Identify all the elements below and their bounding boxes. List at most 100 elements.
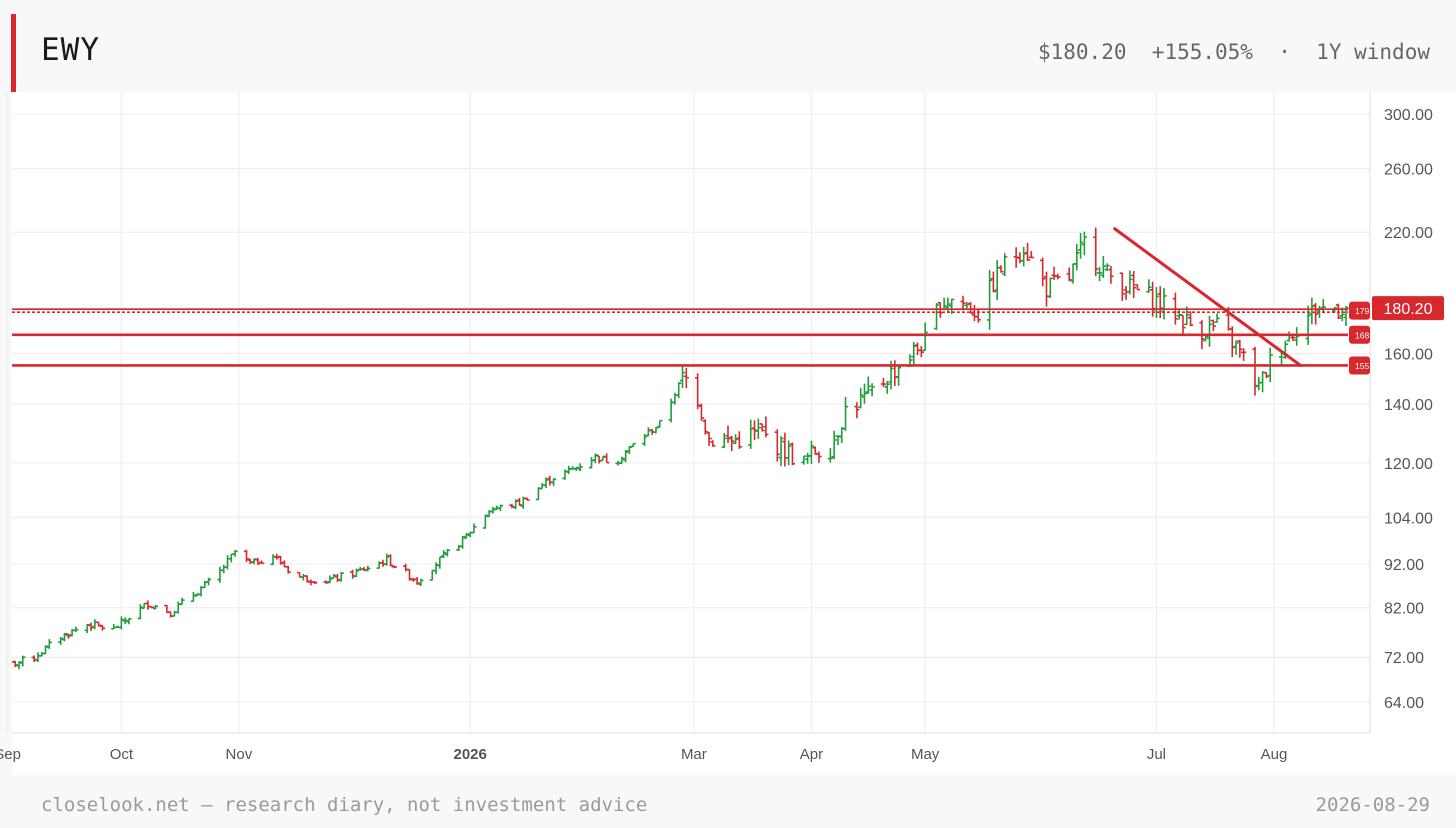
time-axis-area[interactable] — [12, 733, 1456, 775]
ohlc-bar — [748, 419, 754, 449]
ohlc-bar — [896, 365, 902, 386]
header-accent-bar — [11, 14, 16, 92]
ohlc-bar — [1210, 319, 1216, 332]
ohlc-bar — [994, 260, 1000, 300]
last-price: $180.20 — [1037, 40, 1127, 64]
level-badge-label: 168 — [1355, 330, 1369, 340]
ohlc-bar — [842, 396, 849, 431]
ohlc-bar — [812, 446, 818, 455]
ohlc-bar — [118, 616, 124, 630]
ohlc-bar — [1233, 340, 1239, 355]
ohlc-bar — [1187, 311, 1194, 327]
ohlc-bar — [562, 469, 568, 480]
footer-disclaimer: closelook.net — research diary, not inve… — [41, 794, 648, 816]
x-tick-label: Aug — [1261, 746, 1288, 763]
y-tick-label: 72.00 — [1384, 650, 1424, 667]
ohlc-bar — [1290, 335, 1296, 342]
ohlc-bar — [827, 448, 833, 463]
ohlc-bar — [1214, 313, 1220, 324]
ohlc-bar — [274, 553, 280, 560]
ohlc-bar — [145, 600, 151, 610]
ohlc-bar — [698, 403, 705, 421]
ohlc-bar — [73, 626, 79, 633]
ohlc-bar — [285, 565, 291, 574]
ohlc-bar — [922, 322, 928, 352]
ohlc-bar — [1127, 270, 1133, 295]
ohlc-bar — [126, 618, 132, 625]
ohlc-bar — [1313, 302, 1319, 325]
ohlc-bar — [338, 571, 344, 582]
header-summary: $180.20 +155.05% · 1Y window — [1038, 40, 1430, 64]
ohlc-bar — [1081, 231, 1087, 256]
ohlc-bar — [736, 431, 742, 449]
ohlc-bar — [1309, 297, 1315, 325]
ohlc-bar — [1100, 255, 1106, 278]
ohlc-bar — [259, 560, 265, 565]
ohlc-bar — [459, 535, 466, 549]
ohlc-bar — [1104, 263, 1110, 272]
ohlc-bar — [683, 368, 689, 389]
level-badge — [1349, 325, 1370, 344]
ohlc-bar — [361, 567, 367, 572]
ohlc-bar — [122, 617, 128, 624]
ohlc-bar — [190, 591, 197, 603]
plot-area[interactable] — [12, 92, 1370, 733]
y-tick-label: 300.00 — [1384, 107, 1433, 124]
ohlc-bar — [854, 402, 860, 419]
ohlc-bar — [304, 575, 310, 583]
ohlc-bar — [880, 377, 887, 388]
ohlc-bar — [1017, 252, 1023, 264]
ohlc-bar — [414, 576, 420, 585]
ohlc-bar — [16, 661, 22, 670]
ohlc-bar — [444, 549, 451, 557]
ohlc-bar — [808, 440, 815, 464]
ohlc-bar — [676, 382, 682, 399]
ohlc-bar — [365, 565, 371, 572]
ohlc-bar — [99, 624, 106, 631]
ohlc-bar — [327, 575, 333, 584]
ohlc-bar — [46, 639, 52, 649]
percent-change: +155.05% — [1151, 40, 1253, 64]
ohlc-bar — [816, 451, 822, 463]
ohlc-bar — [380, 559, 386, 567]
ohlc-bar — [1002, 253, 1008, 276]
ohlc-bar — [778, 436, 784, 467]
ohlc-bar — [516, 497, 523, 506]
ohlc-bar — [911, 341, 917, 366]
separator-dot: · — [1278, 40, 1291, 64]
ohlc-bar — [1131, 270, 1137, 298]
ohlc-bar — [865, 376, 871, 395]
ohlc-bar — [1259, 371, 1266, 393]
ohlc-bar — [763, 416, 769, 438]
ohlc-bar — [323, 580, 329, 584]
ohlc-bar — [759, 423, 765, 432]
ohlc-bar — [695, 373, 701, 410]
ohlc-bar — [12, 660, 18, 667]
ohlc-bar — [111, 624, 117, 630]
ohlc-bar — [278, 555, 284, 565]
ohlc-bar — [179, 597, 185, 605]
y-tick-label: 220.00 — [1384, 225, 1433, 242]
ohlc-bar — [706, 431, 712, 446]
y-tick-label: 140.00 — [1384, 397, 1433, 414]
ohlc-bar — [524, 497, 530, 501]
ohlc-bar — [1123, 286, 1129, 300]
ohlc-bar — [1040, 257, 1046, 287]
ohlc-bar — [786, 440, 792, 466]
ohlc-bar — [1093, 227, 1099, 277]
ohlc-bar — [1134, 284, 1141, 291]
ohlc-bar — [353, 568, 360, 578]
ohlc-bar — [1119, 272, 1125, 301]
ohlc-bar — [604, 453, 610, 464]
ohlc-bar — [1074, 244, 1080, 271]
ohlc-bar — [755, 418, 761, 439]
ohlc-bar — [20, 655, 26, 667]
ohlc-bar — [88, 622, 94, 631]
ohlc-bar — [331, 573, 337, 579]
price-axis-area[interactable] — [1370, 92, 1456, 733]
ohlc-bar — [1066, 267, 1072, 282]
ohlc-bar — [1043, 271, 1050, 307]
ohlc-bar — [1237, 339, 1243, 358]
ohlc-bar — [702, 419, 708, 435]
